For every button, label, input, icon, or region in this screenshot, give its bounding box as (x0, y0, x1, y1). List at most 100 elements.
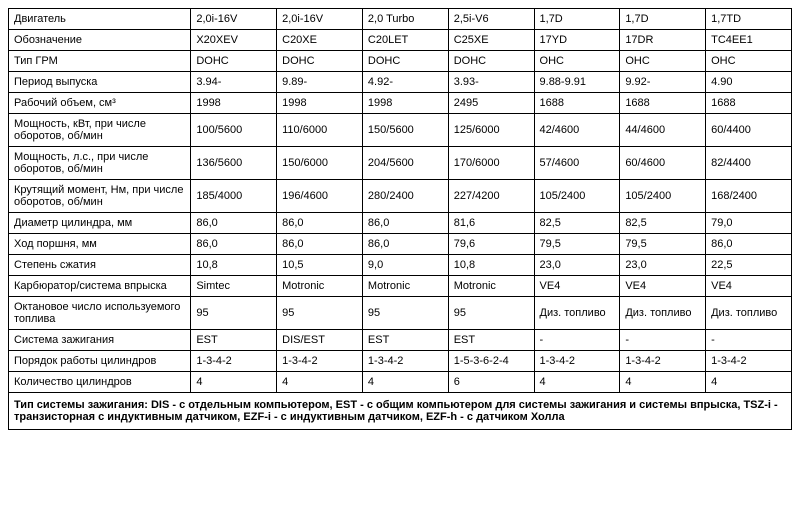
table-row: Крутящий момент, Нм, при числе оборотов,… (9, 180, 792, 213)
data-cell: EST (448, 330, 534, 351)
data-cell: OHC (620, 51, 706, 72)
table-row: Степень сжатия10,810,59,010,823,023,022,… (9, 255, 792, 276)
data-cell: 95 (448, 297, 534, 330)
table-row: Октановое число используемого топлива959… (9, 297, 792, 330)
data-cell: 4.92- (362, 72, 448, 93)
footnote-text: Тип системы зажигания: DIS - с отдельным… (9, 393, 792, 430)
data-cell: DIS/EST (277, 330, 363, 351)
data-cell: 3.93- (448, 72, 534, 93)
row-label: Диаметр цилиндра, мм (9, 213, 191, 234)
data-cell: 79,5 (534, 234, 620, 255)
data-cell: 86,0 (277, 234, 363, 255)
data-cell: 170/6000 (448, 147, 534, 180)
data-cell: Диз. топливо (620, 297, 706, 330)
data-cell: 4 (362, 372, 448, 393)
data-cell: 1-3-4-2 (706, 351, 792, 372)
footnote-row: Тип системы зажигания: DIS - с отдельным… (9, 393, 792, 430)
data-cell: 86,0 (706, 234, 792, 255)
data-cell: - (620, 330, 706, 351)
data-cell: 42/4600 (534, 114, 620, 147)
row-label: Порядок работы цилиндров (9, 351, 191, 372)
data-cell: 1688 (706, 93, 792, 114)
data-cell: 23,0 (534, 255, 620, 276)
data-cell: 9,0 (362, 255, 448, 276)
data-cell: 57/4600 (534, 147, 620, 180)
data-cell: 110/6000 (277, 114, 363, 147)
row-label: Количество цилиндров (9, 372, 191, 393)
data-cell: 60/4600 (620, 147, 706, 180)
engine-specs-table: Двигатель2,0i-16V2,0i-16V2,0 Turbo2,5i-V… (8, 8, 792, 430)
data-cell: 1,7D (534, 9, 620, 30)
data-cell: 79,5 (620, 234, 706, 255)
data-cell: 4.90 (706, 72, 792, 93)
data-cell: 82,5 (620, 213, 706, 234)
data-cell: 2495 (448, 93, 534, 114)
data-cell: 86,0 (362, 234, 448, 255)
data-cell: 1998 (277, 93, 363, 114)
data-cell: 1998 (191, 93, 277, 114)
data-cell: 1-3-4-2 (534, 351, 620, 372)
data-cell: 95 (191, 297, 277, 330)
row-label: Двигатель (9, 9, 191, 30)
data-cell: 1,7D (620, 9, 706, 30)
data-cell: DOHC (191, 51, 277, 72)
data-cell: 9.92- (620, 72, 706, 93)
data-cell: 185/4000 (191, 180, 277, 213)
data-cell: 136/5600 (191, 147, 277, 180)
table-row: Мощность, кВт, при числе оборотов, об/ми… (9, 114, 792, 147)
data-cell: 125/6000 (448, 114, 534, 147)
data-cell: 204/5600 (362, 147, 448, 180)
data-cell: 86,0 (191, 234, 277, 255)
data-cell: 10,8 (448, 255, 534, 276)
data-cell: EST (191, 330, 277, 351)
data-cell: 79,0 (706, 213, 792, 234)
data-cell: C20XE (277, 30, 363, 51)
data-cell: 9.89- (277, 72, 363, 93)
table-row: Карбюратор/система впрыскаSimtecMotronic… (9, 276, 792, 297)
data-cell: OHC (534, 51, 620, 72)
data-cell: 1-3-4-2 (362, 351, 448, 372)
data-cell: - (706, 330, 792, 351)
data-cell: 86,0 (277, 213, 363, 234)
data-cell: 86,0 (191, 213, 277, 234)
data-cell: VE4 (534, 276, 620, 297)
data-cell: 1688 (620, 93, 706, 114)
data-cell: 4 (191, 372, 277, 393)
data-cell: 4 (706, 372, 792, 393)
data-cell: 1-3-4-2 (191, 351, 277, 372)
row-label: Карбюратор/система впрыска (9, 276, 191, 297)
data-cell: 1-3-4-2 (620, 351, 706, 372)
data-cell: 150/6000 (277, 147, 363, 180)
data-cell: Диз. топливо (706, 297, 792, 330)
data-cell: 10,5 (277, 255, 363, 276)
data-cell: OHC (706, 51, 792, 72)
data-cell: Simtec (191, 276, 277, 297)
data-cell: 79,6 (448, 234, 534, 255)
row-label: Рабочий объем, см³ (9, 93, 191, 114)
table-row: Период выпуска3.94-9.89-4.92-3.93-9.88-9… (9, 72, 792, 93)
data-cell: 6 (448, 372, 534, 393)
data-cell: C25XE (448, 30, 534, 51)
data-cell: 2,0 Turbo (362, 9, 448, 30)
data-cell: 9.88-9.91 (534, 72, 620, 93)
data-cell: 3.94- (191, 72, 277, 93)
data-cell: 4 (620, 372, 706, 393)
data-cell: - (534, 330, 620, 351)
data-cell: 2,0i-16V (191, 9, 277, 30)
data-cell: 196/4600 (277, 180, 363, 213)
data-cell: 1998 (362, 93, 448, 114)
data-cell: 1688 (534, 93, 620, 114)
table-row: Ход поршня, мм86,086,086,079,679,579,586… (9, 234, 792, 255)
table-row: Рабочий объем, см³1998199819982495168816… (9, 93, 792, 114)
data-cell: DOHC (448, 51, 534, 72)
row-label: Тип ГРМ (9, 51, 191, 72)
data-cell: 105/2400 (534, 180, 620, 213)
data-cell: X20XEV (191, 30, 277, 51)
row-label: Обозначение (9, 30, 191, 51)
data-cell: 22,5 (706, 255, 792, 276)
data-cell: 82/4400 (706, 147, 792, 180)
table-row: Количество цилиндров4446444 (9, 372, 792, 393)
data-cell: 2,5i-V6 (448, 9, 534, 30)
data-cell: EST (362, 330, 448, 351)
row-label: Степень сжатия (9, 255, 191, 276)
